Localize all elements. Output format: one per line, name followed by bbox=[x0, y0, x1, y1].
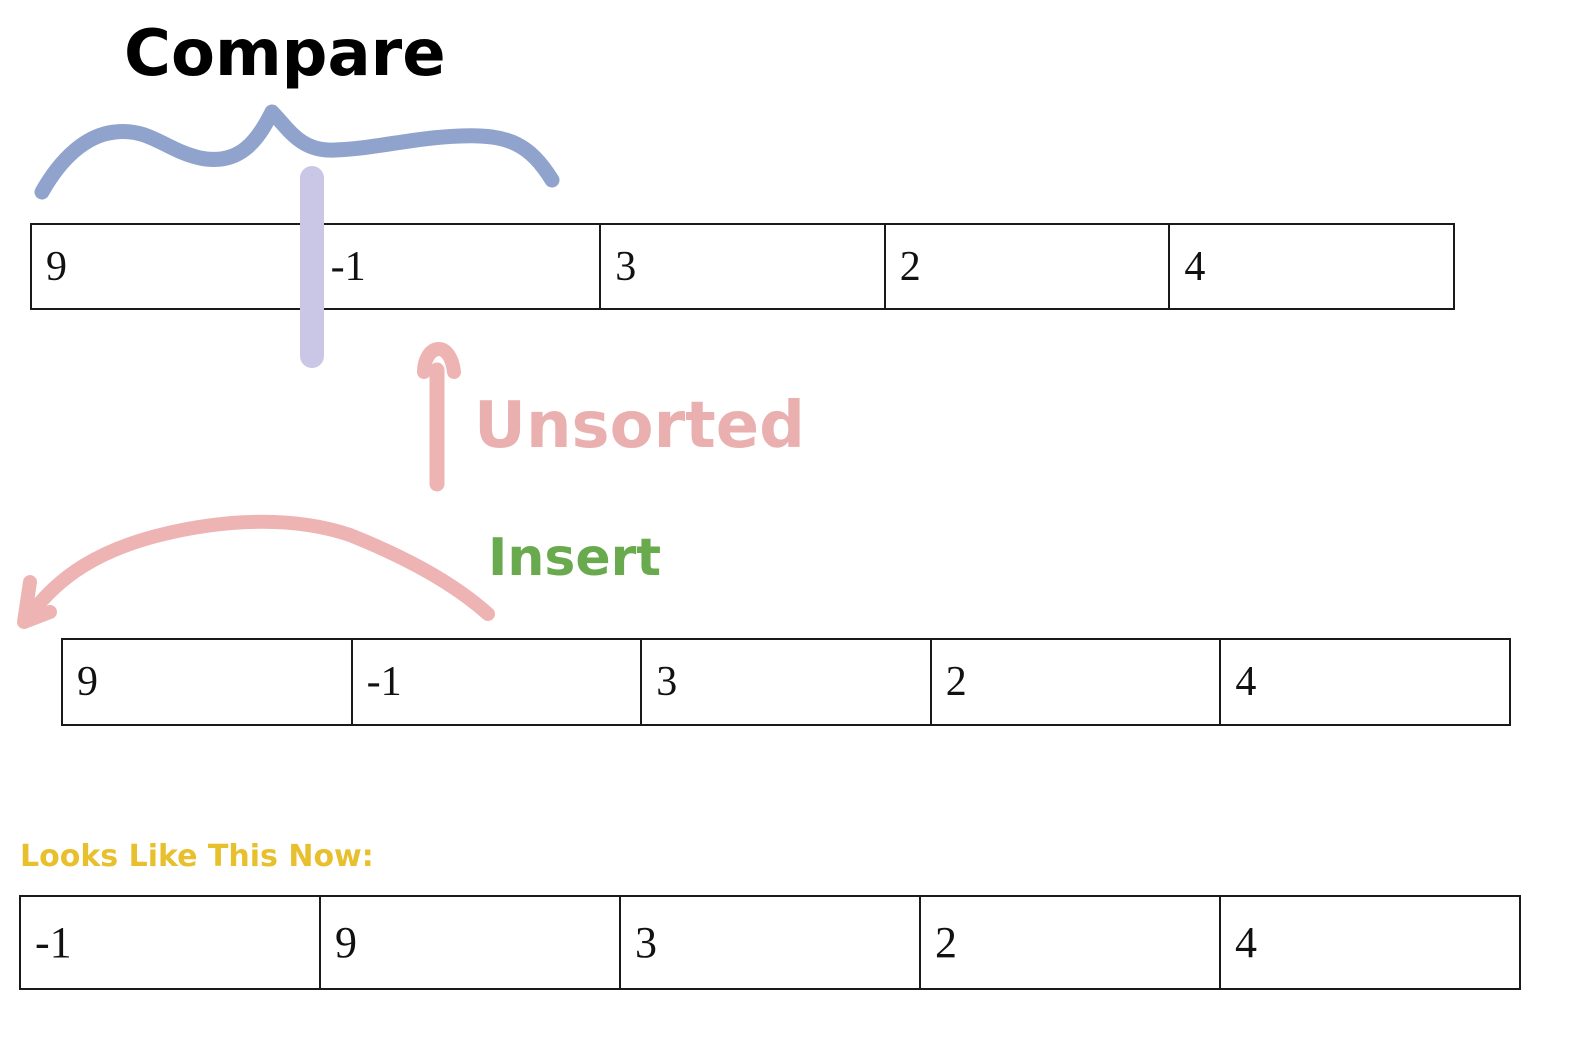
array-insert-step-cell: -1 bbox=[353, 640, 643, 724]
array-after-cell: -1 bbox=[21, 897, 321, 988]
array-after-cell: 9 bbox=[321, 897, 621, 988]
array-after-cell: 4 bbox=[1235, 918, 1257, 967]
array-before-cell: 4 bbox=[1184, 243, 1206, 290]
compare-label: Compare bbox=[124, 17, 446, 91]
array-after-cell: 2 bbox=[921, 897, 1221, 988]
array-insert-step-cell: 3 bbox=[642, 640, 932, 724]
insert-arrow bbox=[23, 514, 495, 622]
array-before: 9 -1 3 2 4 bbox=[30, 223, 1455, 310]
array-after: -1 9 3 2 4 bbox=[19, 895, 1521, 990]
array-before-cell: 2 bbox=[886, 225, 1171, 308]
insert-arrow-head bbox=[17, 575, 57, 629]
array-before-cell: 3 bbox=[601, 225, 886, 308]
array-after-cell: 3 bbox=[621, 897, 921, 988]
insert-label: Insert bbox=[488, 528, 662, 588]
array-insert-step-cell: 2 bbox=[932, 640, 1222, 724]
compare-brace bbox=[34, 104, 560, 200]
unsorted-arrow-head bbox=[417, 342, 461, 379]
array-insert-step-cell: 9 bbox=[63, 640, 353, 724]
unsorted-label: Unsorted bbox=[474, 389, 805, 463]
looks-like-this-now-label: Looks Like This Now: bbox=[20, 839, 374, 874]
array-before-cell: -1 bbox=[317, 225, 602, 308]
array-insert-step: 9 -1 3 2 4 bbox=[61, 638, 1511, 726]
array-insert-step-cell: 4 bbox=[1235, 659, 1257, 705]
array-before-cell: 9 bbox=[32, 225, 317, 308]
